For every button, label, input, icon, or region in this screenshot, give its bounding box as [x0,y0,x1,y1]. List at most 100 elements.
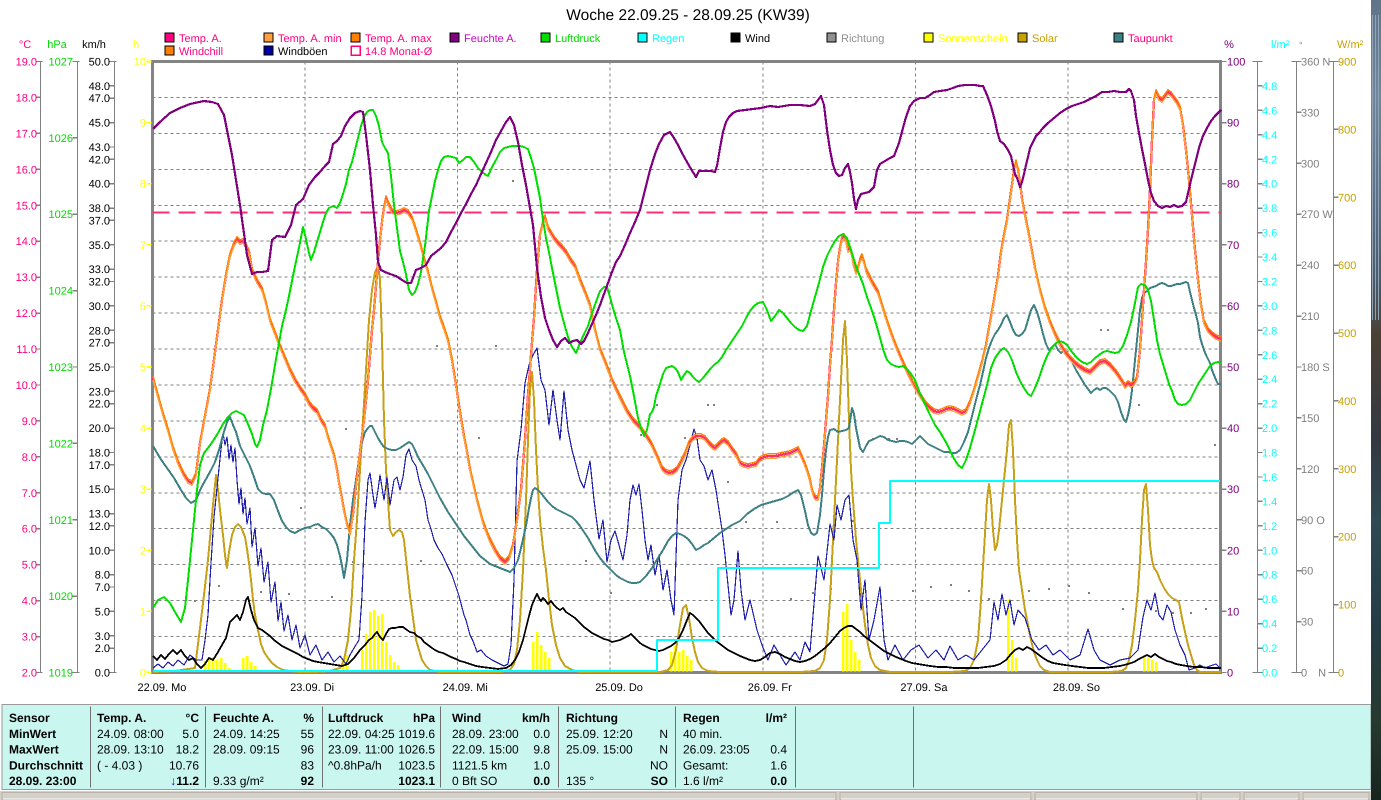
svg-text:5.0: 5.0 [95,606,110,618]
svg-text:Temp. A. max: Temp. A. max [365,33,432,45]
svg-text:Sensor: Sensor [9,711,50,725]
svg-text:70: 70 [1227,240,1239,252]
svg-text:16.0: 16.0 [16,164,37,176]
svg-text:^0.8hPa/h: ^0.8hPa/h [328,758,382,772]
svg-text:Windböen: Windböen [278,46,328,58]
svg-text:43.0: 43.0 [89,142,110,154]
svg-text:13.0: 13.0 [89,509,110,521]
svg-text:9.0: 9.0 [22,416,37,428]
svg-text:25.09. 12:20: 25.09. 12:20 [566,727,633,741]
svg-text:12.0: 12.0 [16,308,37,320]
svg-text:3.0: 3.0 [1262,301,1277,313]
svg-text:24.09. Mi: 24.09. Mi [443,682,488,694]
svg-text:600: 600 [1338,260,1356,272]
svg-text:10: 10 [1227,606,1239,618]
svg-text:26.09. Fr: 26.09. Fr [748,682,792,694]
svg-text:0.0: 0.0 [1262,668,1277,680]
svg-text:4.4: 4.4 [1262,130,1277,142]
svg-text:1023.5: 1023.5 [398,758,435,772]
svg-text:2.8: 2.8 [1262,325,1277,337]
svg-text:92: 92 [301,774,315,788]
svg-text:23.0: 23.0 [89,386,110,398]
svg-text:18.0: 18.0 [16,92,37,104]
svg-text:28.09. 23:00: 28.09. 23:00 [452,727,519,741]
svg-text:22.09. 04:25: 22.09. 04:25 [328,727,395,741]
svg-text:800: 800 [1338,124,1356,136]
svg-text:4.0: 4.0 [1262,179,1277,191]
svg-text:Wind: Wind [452,711,481,725]
svg-text:37.0: 37.0 [89,215,110,227]
svg-text:24.09. 14:25: 24.09. 14:25 [213,727,280,741]
svg-text:Temp. A. min: Temp. A. min [278,33,342,45]
svg-text:1121.5 km: 1121.5 km [452,758,507,772]
svg-text:3.0: 3.0 [95,631,110,643]
svg-text:900: 900 [1338,57,1356,69]
svg-text:28.0: 28.0 [89,325,110,337]
svg-text:6: 6 [140,301,146,313]
svg-text:MaxWert: MaxWert [9,743,59,757]
svg-text:Regen: Regen [683,711,720,725]
svg-text:hPa: hPa [47,39,67,51]
svg-text:4.6: 4.6 [1262,105,1277,117]
svg-text:100: 100 [1338,600,1356,612]
svg-text:0.0: 0.0 [770,774,787,788]
svg-text:90: 90 [1227,118,1239,130]
svg-text:500: 500 [1338,328,1356,340]
svg-text:100: 100 [1227,57,1245,69]
svg-text:17.0: 17.0 [16,128,37,140]
svg-text:50: 50 [1227,362,1239,374]
svg-text:48.0: 48.0 [89,81,110,93]
svg-text:0: 0 [140,668,146,680]
svg-text:7.0: 7.0 [22,488,37,500]
svg-text:4.8: 4.8 [1262,81,1277,93]
svg-text:4: 4 [140,423,146,435]
svg-text:3.4: 3.4 [1262,252,1277,264]
svg-text:1.4: 1.4 [1262,496,1277,508]
svg-text:0.0: 0.0 [533,774,550,788]
svg-text:30: 30 [1227,484,1239,496]
svg-text:25.09. 15:00: 25.09. 15:00 [566,743,633,757]
svg-text:↓11.2: ↓11.2 [170,774,199,788]
svg-text:km/h: km/h [82,39,106,51]
svg-text:120: 120 [1301,464,1319,476]
svg-text:1021: 1021 [49,515,73,527]
svg-text:9.8: 9.8 [533,743,550,757]
svg-text:N: N [659,727,668,741]
svg-text:14.0: 14.0 [16,236,37,248]
svg-text:2.2: 2.2 [1262,399,1277,411]
svg-text:45.0: 45.0 [89,118,110,130]
svg-text:5: 5 [140,362,146,374]
svg-text:MinWert: MinWert [9,727,56,741]
svg-text:28.09. 13:10: 28.09. 13:10 [97,743,164,757]
svg-text:80: 80 [1227,179,1239,191]
svg-text:2: 2 [140,545,146,557]
svg-text:35.0: 35.0 [89,240,110,252]
svg-text:0.2: 0.2 [1262,643,1277,655]
svg-text:Wind: Wind [745,33,770,45]
svg-text:°C: °C [19,39,31,51]
svg-text:3.2: 3.2 [1262,277,1277,289]
svg-text:4.0: 4.0 [22,596,37,608]
svg-text:28.09. 09:15: 28.09. 09:15 [213,743,280,757]
svg-text:1020: 1020 [49,591,73,603]
svg-text:%: % [303,711,314,725]
svg-text:27.09. Sa: 27.09. Sa [900,682,948,694]
svg-text:0.6: 0.6 [1262,594,1277,606]
svg-text:25.0: 25.0 [89,362,110,374]
svg-text:°C: °C [186,711,200,725]
svg-text:0.0: 0.0 [95,668,110,680]
svg-text:2.6: 2.6 [1262,350,1277,362]
svg-text:1.6: 1.6 [770,758,787,772]
svg-text:1024: 1024 [49,286,73,298]
svg-text:32.0: 32.0 [89,277,110,289]
svg-text:8.0: 8.0 [95,570,110,582]
svg-text:3: 3 [140,484,146,496]
svg-text:60: 60 [1301,566,1313,578]
svg-text:Temp. A.: Temp. A. [179,33,222,45]
svg-text:55: 55 [301,727,315,741]
svg-text:22.0: 22.0 [89,399,110,411]
svg-text:28.09. 23:00: 28.09. 23:00 [9,774,77,788]
svg-text:1023.1: 1023.1 [398,774,435,788]
svg-text:hPa: hPa [413,711,435,725]
svg-text:0: 0 [1338,668,1344,680]
